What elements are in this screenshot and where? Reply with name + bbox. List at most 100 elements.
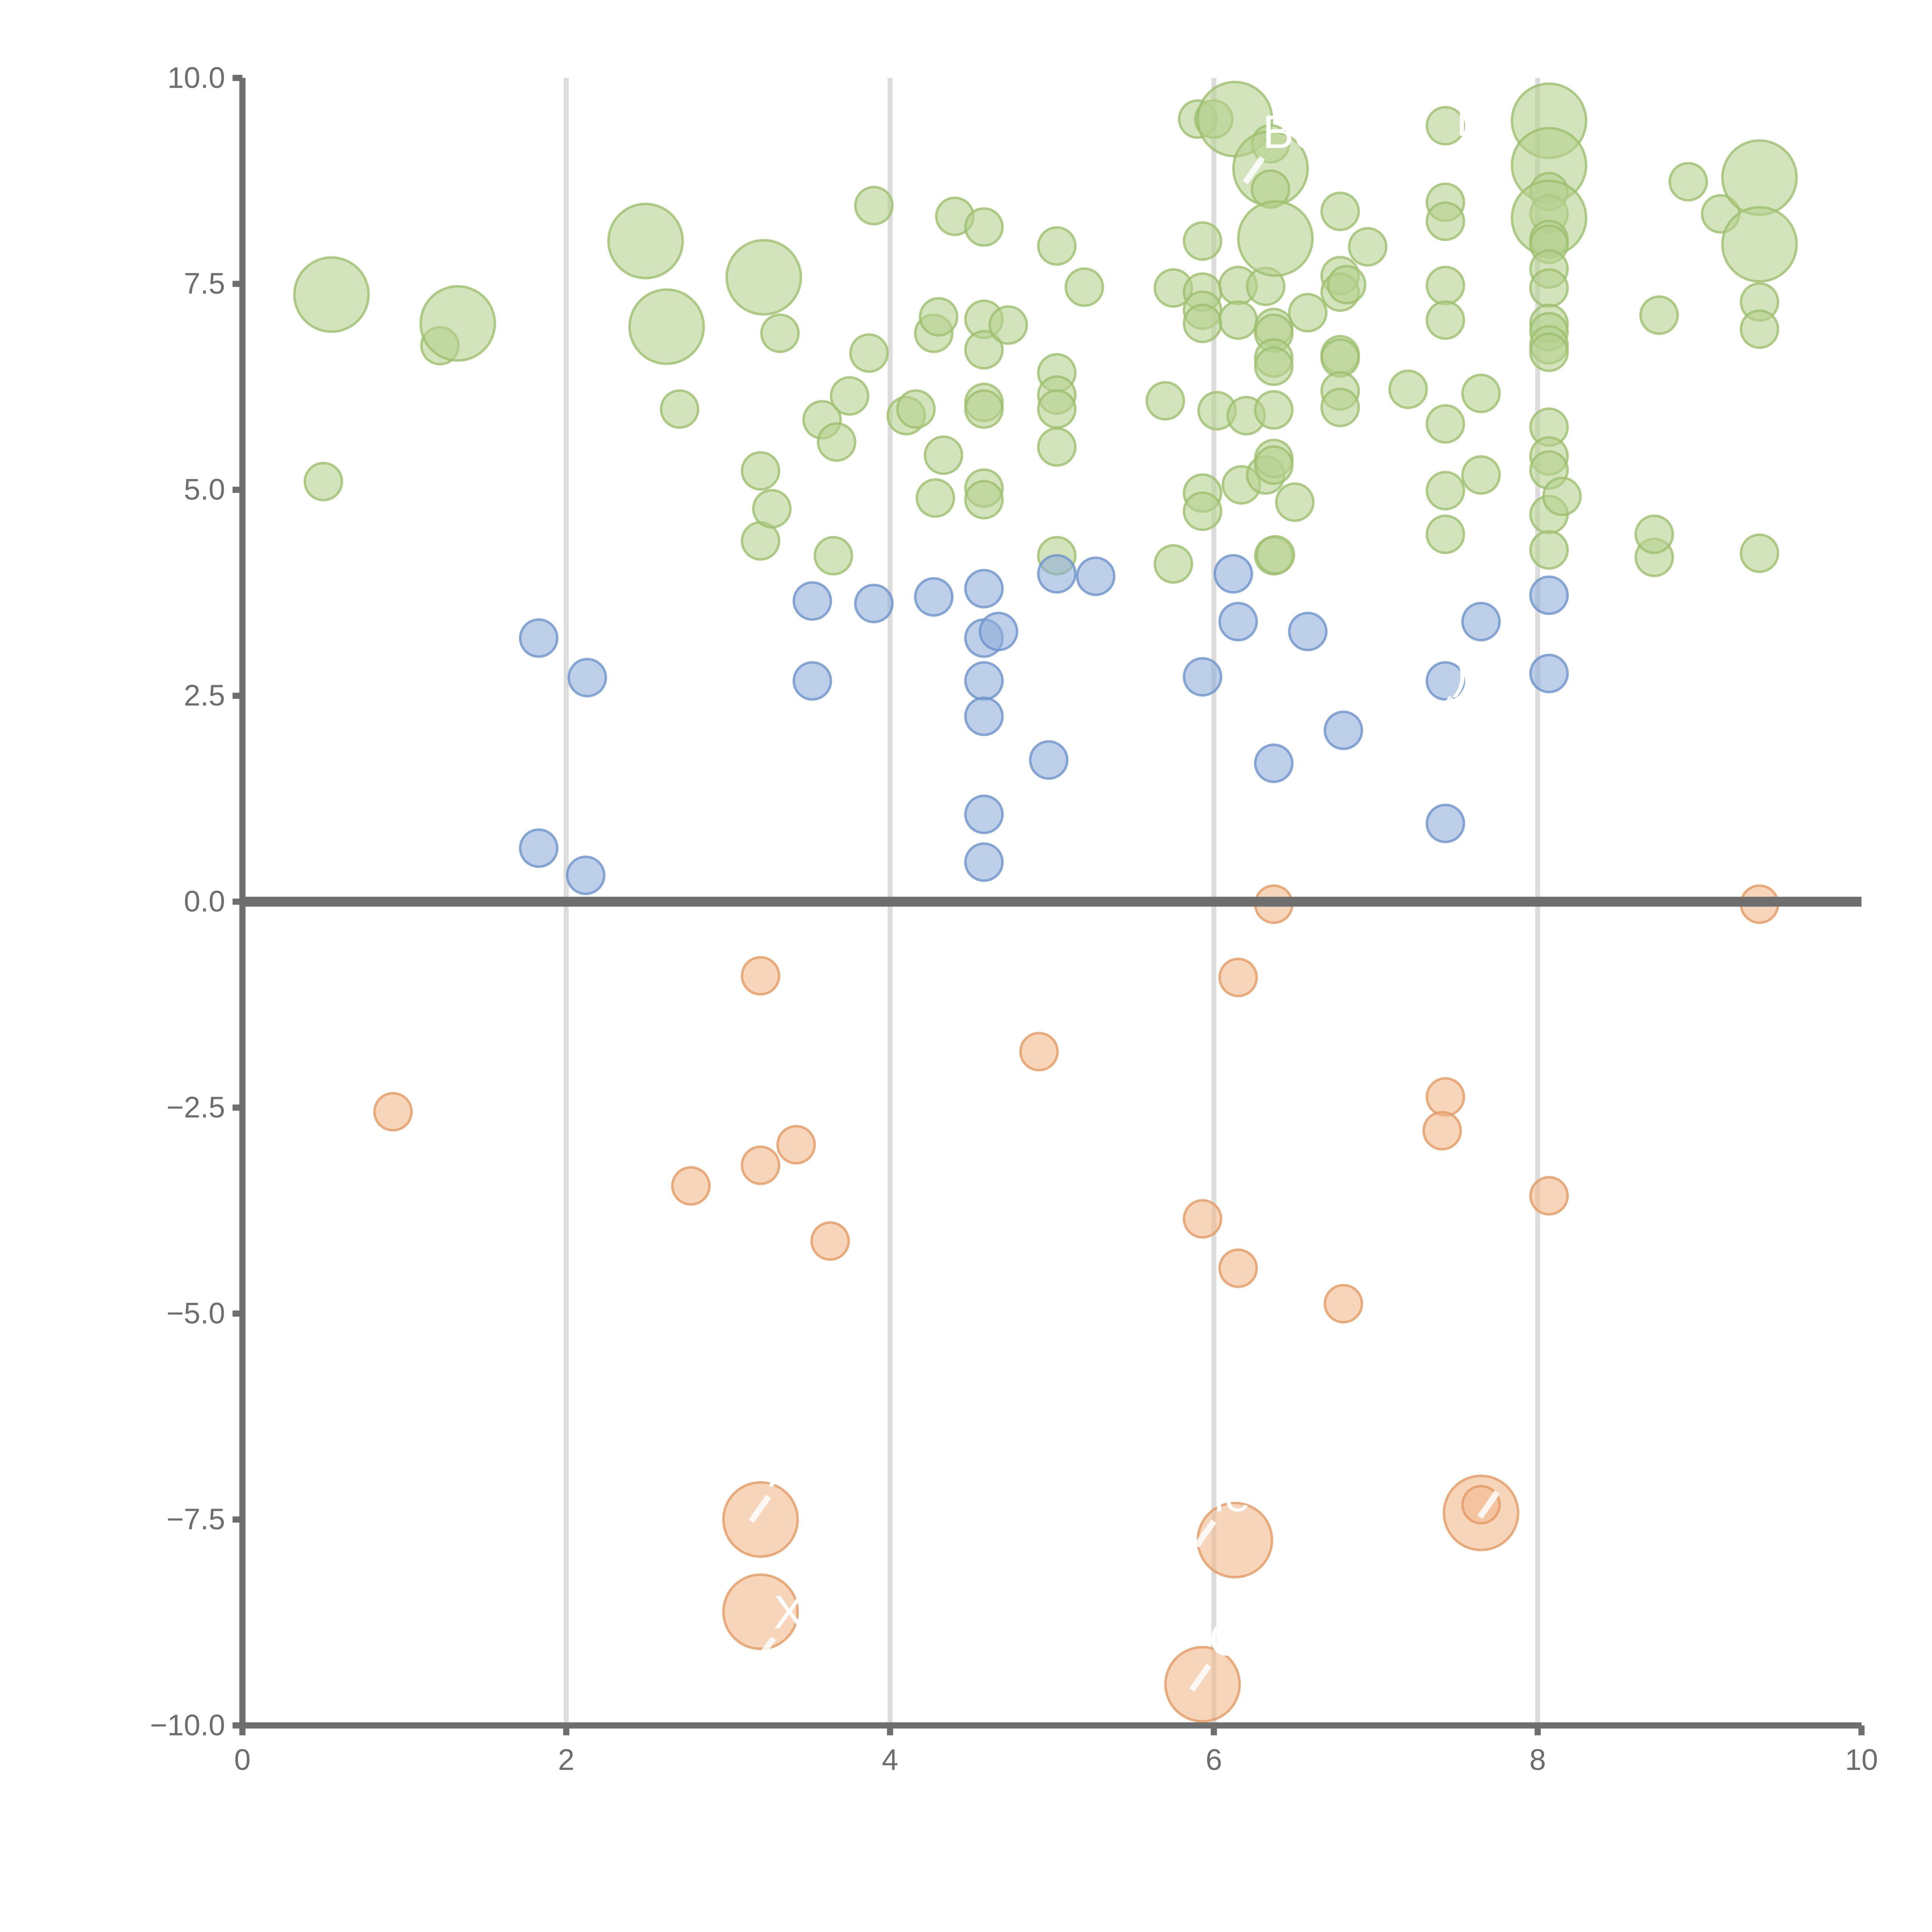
data-point-blue bbox=[1254, 743, 1294, 783]
data-point-orange bbox=[1422, 1111, 1462, 1151]
label-leader bbox=[753, 1636, 776, 1665]
data-point-green bbox=[896, 389, 936, 429]
data-points bbox=[293, 81, 1798, 1723]
data-point-green bbox=[1254, 390, 1294, 430]
data-point-orange bbox=[722, 1481, 799, 1558]
data-point-orange bbox=[1182, 1199, 1223, 1239]
data-point-blue bbox=[1218, 602, 1258, 641]
data-point-blue bbox=[1037, 554, 1077, 594]
data-point-green bbox=[293, 256, 370, 333]
data-point-green bbox=[725, 239, 802, 316]
data-point-green bbox=[1425, 300, 1465, 340]
data-point-blue bbox=[1323, 710, 1363, 750]
data-point-green bbox=[964, 330, 1004, 370]
y-tick-label: −7.5 bbox=[167, 1503, 225, 1536]
data-point-orange bbox=[1218, 1248, 1258, 1288]
data-point-blue bbox=[1288, 612, 1328, 651]
data-point-blue bbox=[1029, 740, 1069, 780]
data-point-green bbox=[1254, 346, 1294, 386]
point-labels: Bo i A Xle C C) bbox=[748, 93, 1531, 1692]
data-point-blue bbox=[566, 855, 605, 895]
data-point-blue bbox=[1461, 602, 1501, 641]
y-tick-label: 10.0 bbox=[167, 61, 225, 94]
point-label: le bbox=[1214, 1469, 1250, 1521]
data-point-blue bbox=[519, 828, 559, 868]
point-label: A bbox=[769, 1444, 800, 1497]
data-point-orange bbox=[1218, 957, 1258, 997]
x-tick-label: 10 bbox=[1845, 1743, 1878, 1777]
data-point-green bbox=[660, 389, 699, 429]
data-point-green bbox=[741, 451, 781, 491]
data-point-green bbox=[1740, 309, 1779, 349]
data-point-green bbox=[923, 435, 963, 475]
data-point-green bbox=[988, 305, 1028, 345]
y-tick-label: 5.0 bbox=[184, 473, 225, 506]
label-leader bbox=[1477, 1490, 1500, 1519]
data-point-green bbox=[303, 462, 344, 502]
label-leader bbox=[1432, 696, 1454, 724]
y-tick-label: −10.0 bbox=[150, 1709, 225, 1742]
data-point-green bbox=[1461, 373, 1501, 413]
data-point-blue bbox=[519, 618, 559, 658]
data-point-green bbox=[1153, 544, 1193, 584]
data-point-green bbox=[419, 285, 496, 362]
label-leader bbox=[1194, 1519, 1217, 1548]
data-point-green bbox=[1721, 139, 1798, 216]
data-point-green bbox=[1182, 491, 1223, 531]
data-point-green bbox=[1639, 295, 1679, 335]
data-point-green bbox=[816, 422, 857, 462]
data-point-green bbox=[915, 478, 955, 518]
data-point-blue bbox=[964, 569, 1004, 609]
data-point-blue bbox=[964, 794, 1004, 834]
data-point-blue bbox=[1529, 575, 1569, 615]
data-point-green bbox=[1740, 533, 1779, 573]
data-point-blue bbox=[1425, 803, 1465, 844]
y-tick-label: 0.0 bbox=[184, 885, 225, 918]
x-tick-label: 2 bbox=[558, 1743, 575, 1777]
data-point-orange bbox=[1164, 1646, 1241, 1723]
data-point-green bbox=[1425, 106, 1465, 146]
data-point-orange bbox=[671, 1166, 711, 1206]
label-leader bbox=[748, 1495, 771, 1523]
data-point-green bbox=[1320, 191, 1360, 231]
y-tick-label: 2.5 bbox=[184, 679, 225, 712]
data-point-green bbox=[1065, 267, 1104, 307]
data-point-green bbox=[1037, 427, 1077, 467]
data-point-green bbox=[1634, 514, 1674, 554]
point-label: ) bbox=[1452, 645, 1468, 697]
data-point-orange bbox=[776, 1125, 816, 1165]
data-point-green bbox=[607, 202, 684, 280]
y-tick-label: −2.5 bbox=[167, 1091, 225, 1124]
data-point-green bbox=[1348, 227, 1388, 267]
data-point-green bbox=[1542, 476, 1582, 516]
data-point-green bbox=[1237, 200, 1314, 277]
data-point-green bbox=[1425, 514, 1465, 554]
data-point-green bbox=[760, 313, 800, 353]
point-label: C bbox=[1497, 1440, 1531, 1493]
data-point-green bbox=[830, 376, 869, 416]
data-point-orange bbox=[810, 1221, 850, 1261]
data-point-green bbox=[964, 480, 1004, 520]
data-point-blue bbox=[914, 577, 954, 617]
data-point-green bbox=[849, 333, 889, 373]
x-tick-label: 4 bbox=[882, 1743, 898, 1777]
data-point-green bbox=[813, 536, 854, 576]
data-point-orange bbox=[373, 1092, 413, 1132]
data-point-blue bbox=[1076, 556, 1116, 596]
data-point-green bbox=[964, 207, 1004, 247]
data-point-orange bbox=[1425, 1077, 1465, 1117]
data-point-green bbox=[1529, 530, 1569, 570]
data-point-green bbox=[1327, 265, 1367, 304]
data-point-orange bbox=[722, 1573, 799, 1650]
data-point-green bbox=[628, 288, 705, 365]
data-point-blue bbox=[978, 612, 1019, 651]
data-point-green bbox=[1255, 535, 1295, 575]
data-point-green bbox=[1288, 293, 1328, 333]
y-tick-label: 7.5 bbox=[184, 267, 225, 300]
data-point-green bbox=[1218, 300, 1258, 340]
data-point-blue bbox=[964, 661, 1004, 701]
label-leader bbox=[1437, 143, 1459, 172]
data-point-green bbox=[1388, 369, 1428, 409]
data-point-blue bbox=[793, 581, 832, 621]
